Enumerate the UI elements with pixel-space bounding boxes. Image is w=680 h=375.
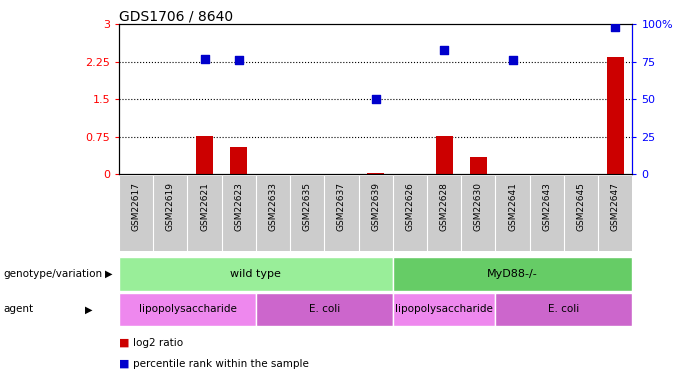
- Bar: [367, 173, 384, 174]
- Text: GSM22617: GSM22617: [132, 182, 141, 231]
- Text: GSM22630: GSM22630: [474, 182, 483, 231]
- Text: GSM22635: GSM22635: [303, 182, 311, 231]
- Bar: [119, 292, 256, 326]
- Bar: [496, 292, 632, 326]
- Bar: [231, 147, 248, 174]
- Text: GSM22626: GSM22626: [405, 182, 414, 231]
- Text: ▶: ▶: [85, 304, 92, 314]
- Text: GSM22621: GSM22621: [200, 182, 209, 231]
- Text: log2 ratio: log2 ratio: [133, 338, 183, 348]
- Text: MyD88-/-: MyD88-/-: [488, 269, 538, 279]
- Point: [610, 24, 621, 30]
- Text: GSM22633: GSM22633: [269, 182, 277, 231]
- Bar: [393, 292, 496, 326]
- Bar: [436, 136, 453, 174]
- Text: GSM22641: GSM22641: [508, 182, 517, 231]
- Bar: [196, 136, 213, 174]
- Text: GSM22643: GSM22643: [543, 182, 551, 231]
- Text: percentile rank within the sample: percentile rank within the sample: [133, 359, 309, 369]
- Text: lipopolysaccharide: lipopolysaccharide: [395, 304, 493, 314]
- Point: [233, 57, 244, 63]
- Text: GDS1706 / 8640: GDS1706 / 8640: [119, 9, 233, 23]
- Text: GSM22628: GSM22628: [440, 182, 449, 231]
- Bar: [470, 157, 487, 174]
- Bar: [119, 257, 393, 291]
- Text: wild type: wild type: [231, 269, 282, 279]
- Text: ■: ■: [119, 359, 129, 369]
- Point: [199, 56, 210, 62]
- Text: GSM22619: GSM22619: [166, 182, 175, 231]
- Text: GSM22645: GSM22645: [577, 182, 585, 231]
- Text: GSM22637: GSM22637: [337, 182, 346, 231]
- Text: E. coli: E. coli: [548, 304, 579, 314]
- Text: ▶: ▶: [105, 269, 113, 279]
- Bar: [393, 257, 632, 291]
- Point: [371, 96, 381, 102]
- Point: [439, 47, 449, 53]
- Point: [507, 57, 518, 63]
- Text: ■: ■: [119, 338, 129, 348]
- Text: agent: agent: [3, 304, 33, 314]
- Text: GSM22639: GSM22639: [371, 182, 380, 231]
- Text: lipopolysaccharide: lipopolysaccharide: [139, 304, 237, 314]
- Text: GSM22623: GSM22623: [235, 182, 243, 231]
- Text: E. coli: E. coli: [309, 304, 340, 314]
- Bar: [607, 57, 624, 174]
- Text: GSM22647: GSM22647: [611, 182, 619, 231]
- Text: genotype/variation: genotype/variation: [3, 269, 103, 279]
- Bar: [256, 292, 393, 326]
